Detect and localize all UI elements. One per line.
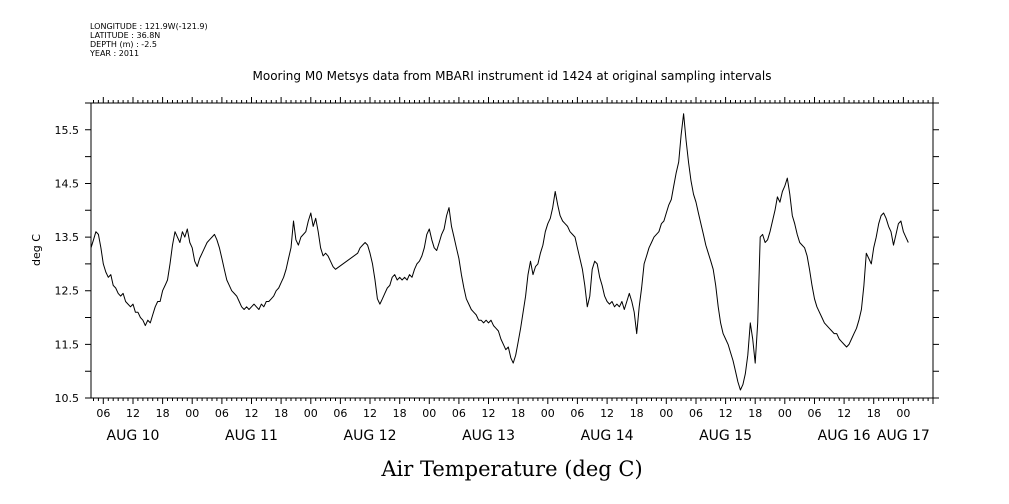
x-tick-label: 06 [689, 407, 703, 420]
y-tick-label: 13.5 [55, 231, 80, 244]
day-label: AUG 12 [344, 428, 397, 444]
day-label: AUG 16 [818, 428, 871, 444]
x-tick-label: 06 [333, 407, 347, 420]
x-tick-labels: 06 12 18 00 06 12 18 00 06 12 18 00 06 12 18 00 06 12 18 00… [96, 407, 910, 420]
day-label: AUG 10 [107, 428, 160, 444]
x-tick-label: 18 [274, 407, 288, 420]
x-tick-label: 12 [363, 407, 377, 420]
day-labels: AUG 10 AUG 11 AUG 12 AUG 13 AUG 14 AUG 15 AUG … [107, 428, 930, 444]
day-label: AUG 13 [462, 428, 515, 444]
x-tick-label: 18 [511, 407, 525, 420]
x-tick-label: 00 [659, 407, 673, 420]
chart-title: Mooring M0 Metsys data from MBARI instru… [253, 69, 772, 83]
x-tick-label: 06 [570, 407, 584, 420]
x-tick-label: 06 [215, 407, 229, 420]
air-temperature-series-line [90, 113, 909, 391]
day-label: AUG 14 [581, 428, 634, 444]
x-tick-label: 12 [600, 407, 614, 420]
y-tick-label: 11.5 [55, 338, 80, 351]
x-tick-label: 00 [422, 407, 436, 420]
x-tick-label: 12 [126, 407, 140, 420]
x-tick-label: 12 [719, 407, 733, 420]
depth-label: DEPTH (m) : -2.5 [90, 40, 157, 49]
longitude-label: LONGITUDE : 121.9W(-121.9) [90, 22, 208, 31]
day-label: AUG 11 [225, 428, 278, 444]
x-tick-label: 12 [837, 407, 851, 420]
x-tick-label: 12 [244, 407, 258, 420]
axis-ticks [85, 97, 939, 404]
tick-marks [85, 97, 939, 404]
x-axis-label: Air Temperature (deg C) [380, 457, 642, 481]
y-tick-label: 10.5 [55, 392, 80, 405]
location-metadata: LONGITUDE : 121.9W(-121.9) LATITUDE : 36… [90, 22, 208, 58]
y-tick-label: 15.5 [55, 124, 80, 137]
x-tick-label: 00 [185, 407, 199, 420]
series-group [90, 113, 909, 391]
x-tick-label: 18 [393, 407, 407, 420]
y-axis-label: deg C [30, 234, 43, 266]
x-tick-label: 00 [304, 407, 318, 420]
x-tick-label: 00 [778, 407, 792, 420]
x-tick-label: 00 [896, 407, 910, 420]
x-tick-label: 12 [482, 407, 496, 420]
y-tick-labels: 10.5 11.5 12.5 13.5 14.5 15.5 [55, 124, 80, 405]
x-tick-label: 00 [541, 407, 555, 420]
year-label: YEAR : 2011 [90, 49, 140, 58]
x-tick-label: 06 [96, 407, 110, 420]
y-tick-label: 14.5 [55, 177, 80, 190]
x-tick-label: 18 [867, 407, 881, 420]
day-label: AUG 17 [877, 428, 930, 444]
x-tick-label: 18 [630, 407, 644, 420]
plot-border [90, 102, 934, 399]
day-label: AUG 15 [699, 428, 752, 444]
x-tick-label: 18 [156, 407, 170, 420]
y-tick-label: 12.5 [55, 285, 80, 298]
plot-frame [90, 102, 934, 399]
x-tick-label: 06 [807, 407, 821, 420]
latitude-label: LATITUDE : 36.8N [90, 31, 161, 40]
x-tick-label: 18 [748, 407, 762, 420]
x-tick-label: 06 [452, 407, 466, 420]
